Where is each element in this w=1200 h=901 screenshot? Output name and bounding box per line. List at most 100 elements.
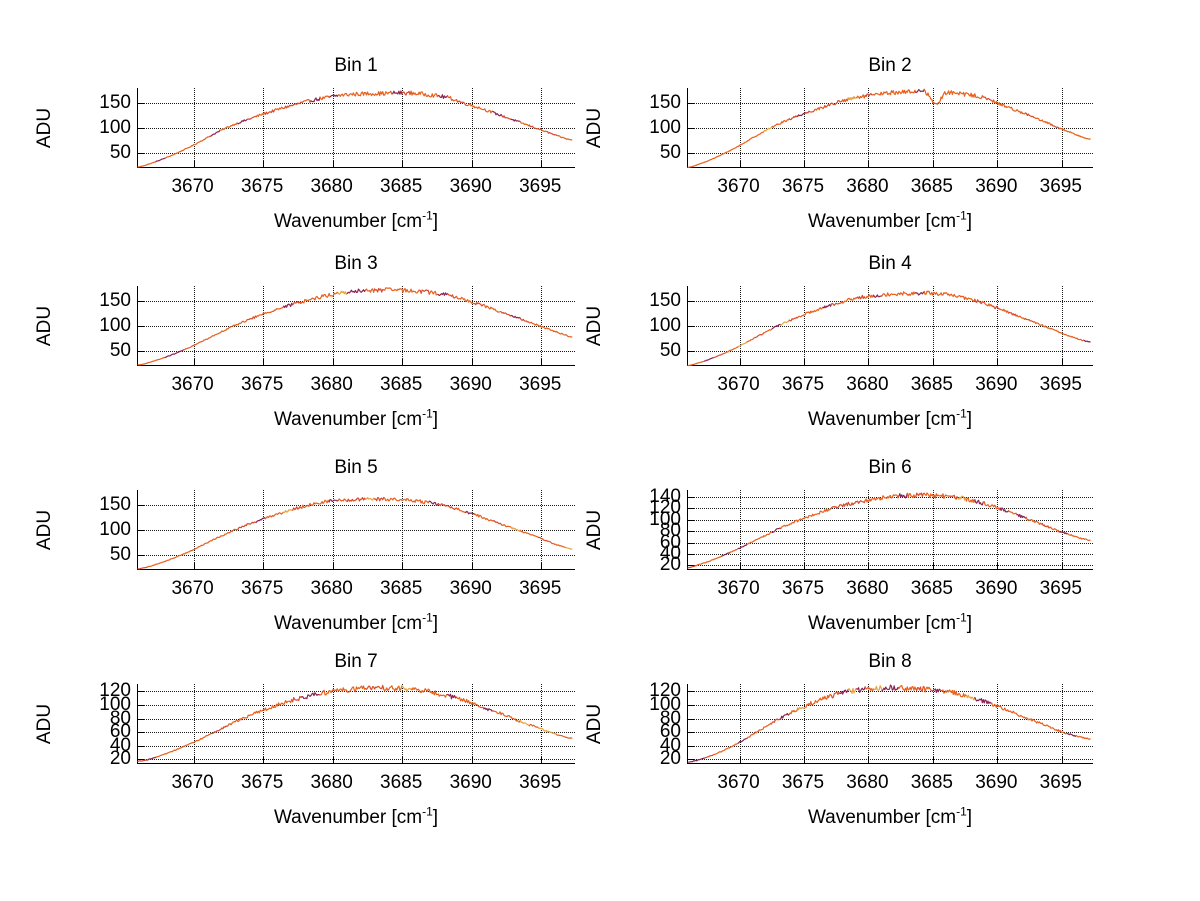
spectrum-segment bbox=[565, 736, 573, 739]
spectrum-line bbox=[137, 496, 573, 570]
spectrum-segment bbox=[501, 311, 512, 317]
y-tick-label: 150 bbox=[649, 92, 681, 113]
y-axis-tick bbox=[138, 301, 144, 302]
spectrum-segment bbox=[192, 544, 203, 551]
spectrum-segment bbox=[864, 294, 875, 299]
spectrum-segment bbox=[1075, 734, 1086, 740]
spectrum-segment bbox=[889, 90, 900, 96]
spectrum-segment bbox=[771, 123, 782, 128]
spectrum-segment bbox=[328, 94, 339, 98]
y-tick-label: 60 bbox=[109, 721, 131, 743]
spectrum-segment bbox=[1050, 526, 1060, 533]
spectrum-segment bbox=[898, 291, 908, 296]
spectrum-segment bbox=[146, 359, 157, 364]
spectrum-line bbox=[137, 287, 573, 366]
spectrum-segment bbox=[974, 696, 984, 704]
x-tick-label: 3680 bbox=[846, 374, 889, 395]
plot-area bbox=[137, 684, 575, 764]
spectrum-segment bbox=[182, 549, 194, 555]
spectrum-segment bbox=[483, 707, 494, 712]
spectrum-segment bbox=[1024, 516, 1035, 523]
y-axis-tick bbox=[688, 496, 694, 498]
y-tick-label: 50 bbox=[659, 340, 681, 361]
y-tick-label: 20 bbox=[659, 748, 681, 770]
spectrum-segment bbox=[982, 699, 993, 705]
y-tick-label: 150 bbox=[649, 290, 681, 311]
spectrum-segment bbox=[864, 92, 875, 98]
spectrum-segment bbox=[1067, 732, 1077, 737]
x-axis-label-exponent: -1 bbox=[422, 208, 433, 223]
spectrum-segment bbox=[228, 122, 239, 128]
subplot-title: Bin 1 bbox=[334, 55, 378, 76]
y-tick-label: 50 bbox=[659, 142, 681, 163]
spectrum-segment bbox=[137, 164, 148, 168]
y-axis-tick bbox=[138, 745, 144, 747]
spectrum-segment bbox=[704, 754, 714, 759]
spectrum-segment bbox=[881, 90, 892, 96]
spectrum-segment bbox=[847, 297, 858, 301]
y-axis-tick bbox=[138, 505, 144, 506]
spectrum-segment bbox=[754, 332, 765, 339]
spectrum-segment bbox=[565, 334, 573, 338]
x-axis-tick bbox=[997, 563, 999, 569]
spectrum-segment bbox=[428, 689, 439, 696]
spectrum-segment bbox=[501, 115, 512, 120]
spectrum-line bbox=[137, 90, 573, 168]
spectrum-segment bbox=[797, 516, 807, 523]
spectrum-segment bbox=[474, 513, 485, 520]
spectrum-segment bbox=[337, 498, 348, 502]
x-axis-label: Wavenumber [cm-1] bbox=[587, 612, 1193, 636]
spectrum-segment bbox=[510, 314, 521, 319]
spectrum-segment bbox=[805, 310, 816, 314]
spectrum-segment bbox=[173, 349, 185, 355]
spectrum-segment bbox=[1058, 127, 1069, 133]
spectrum-segment bbox=[856, 686, 866, 693]
spectrum-segment bbox=[982, 301, 993, 307]
spectrum-segment bbox=[283, 302, 294, 309]
spectrum-segment bbox=[957, 692, 967, 698]
spectrum-segment bbox=[763, 531, 773, 537]
spectrum-segment bbox=[695, 161, 706, 166]
spectrum-segment bbox=[355, 91, 367, 97]
x-axis-tick bbox=[193, 757, 195, 763]
spectrum-segment bbox=[528, 533, 540, 539]
spectrum-segment bbox=[328, 498, 339, 503]
spectrum-segment bbox=[805, 109, 816, 114]
spectrum-segment bbox=[246, 315, 257, 321]
spectrum-segment bbox=[465, 299, 476, 305]
spectrum-segment bbox=[873, 685, 883, 692]
spectrum-segment bbox=[1041, 119, 1052, 126]
spectrum-segment bbox=[182, 345, 194, 351]
x-axis-label-text: Wavenumber [cm bbox=[807, 211, 957, 232]
spectrum-segment bbox=[346, 686, 358, 693]
spectrum-segment bbox=[328, 688, 339, 694]
x-tick-label: 3695 bbox=[519, 772, 562, 793]
spectrum-segment bbox=[455, 696, 467, 703]
x-axis-label-text: Wavenumber [cm bbox=[807, 409, 957, 430]
spectrum-segment bbox=[337, 687, 348, 693]
spectrum-line bbox=[687, 684, 1091, 763]
spectrum-segment bbox=[1016, 109, 1027, 115]
spectrum-segment bbox=[273, 702, 285, 708]
spectrum-segment bbox=[780, 712, 790, 720]
spectrum-segment bbox=[805, 513, 816, 519]
spectrum-segment bbox=[519, 317, 530, 324]
x-tick-label: 3690 bbox=[449, 772, 492, 793]
y-axis-tick bbox=[688, 519, 694, 521]
spectrum-segment bbox=[337, 290, 348, 295]
spectrum-segment bbox=[210, 536, 221, 542]
spectrum-segment bbox=[889, 292, 900, 297]
x-tick-label: 3675 bbox=[781, 374, 825, 395]
spectrum-segment bbox=[537, 727, 549, 733]
spectrum-segment bbox=[401, 685, 412, 692]
spectrum-segment bbox=[446, 693, 458, 700]
x-axis-tick bbox=[541, 161, 543, 167]
x-tick-label: 3685 bbox=[380, 374, 423, 395]
x-axis-label-text: Wavenumber [cm bbox=[273, 807, 423, 828]
x-tick-label: 3695 bbox=[1039, 772, 1082, 793]
spectrum-segment bbox=[510, 526, 521, 532]
spectrum-segment bbox=[754, 726, 765, 734]
spectrum-segment bbox=[255, 707, 267, 714]
